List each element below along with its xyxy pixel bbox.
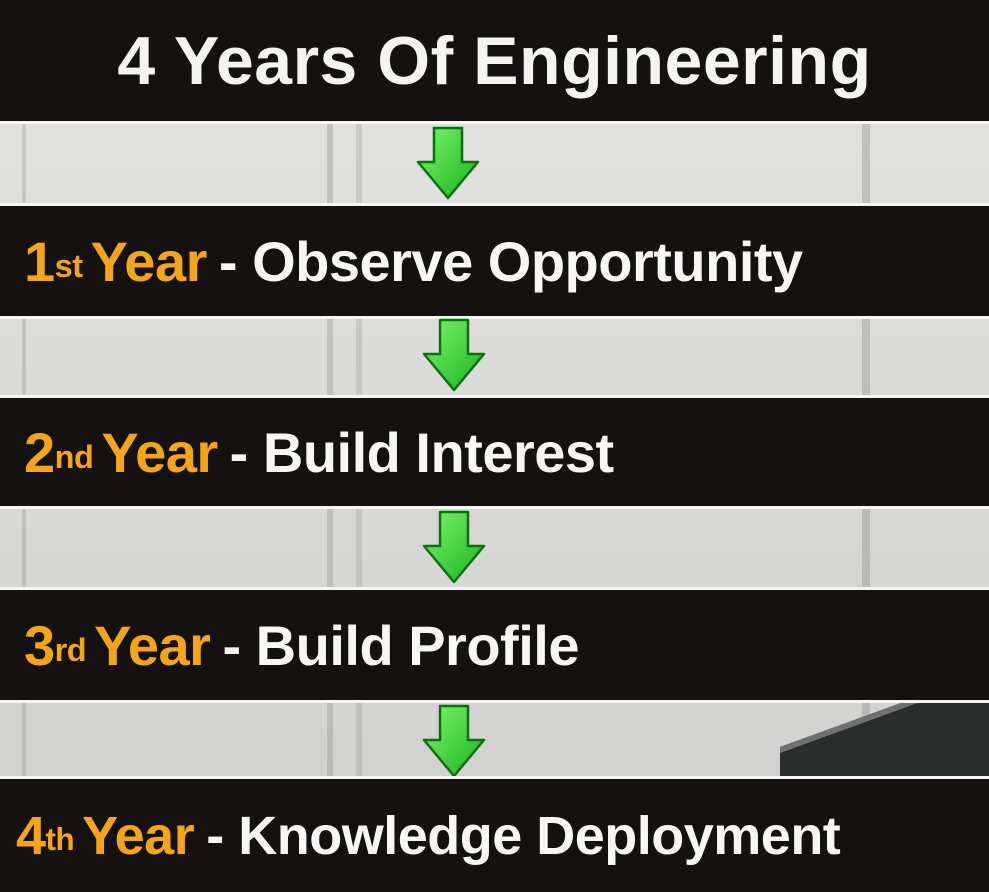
year-4-ordinal: 4th Year (16, 805, 195, 866)
arrow-down-icon (422, 510, 486, 584)
arrow-down-icon (422, 318, 486, 392)
year-4-line: 4th Year - Knowledge Deployment (16, 805, 841, 867)
year-1-line: 1st Year - Observe Opportunity (24, 229, 803, 294)
arrow-down-icon (422, 704, 486, 778)
year-3-bar: 3rd Year - Build Profile (0, 587, 989, 703)
background-object (780, 700, 989, 780)
year-2-line: 2nd Year - Build Interest (24, 420, 614, 485)
year-2-bar: 2nd Year - Build Interest (0, 395, 989, 509)
year-2-ordinal: 2nd Year (24, 420, 218, 484)
year-2-goal: - Build Interest (229, 420, 615, 484)
year-1-ordinal: 1st Year (24, 229, 207, 293)
year-3-line: 3rd Year - Build Profile (24, 613, 579, 678)
title-bar: 4 Years Of Engineering (0, 0, 989, 124)
year-1-bar: 1st Year - Observe Opportunity (0, 203, 989, 319)
year-3-ordinal: 3rd Year (24, 613, 211, 677)
year-4-goal: - Knowledge Deployment (206, 805, 841, 866)
year-3-goal: - Build Profile (222, 613, 579, 677)
year-1-goal: - Observe Opportunity (218, 229, 803, 293)
arrow-down-icon (416, 126, 480, 200)
page-title: 4 Years Of Engineering (117, 22, 872, 99)
year-4-bar: 4th Year - Knowledge Deployment (0, 776, 989, 892)
